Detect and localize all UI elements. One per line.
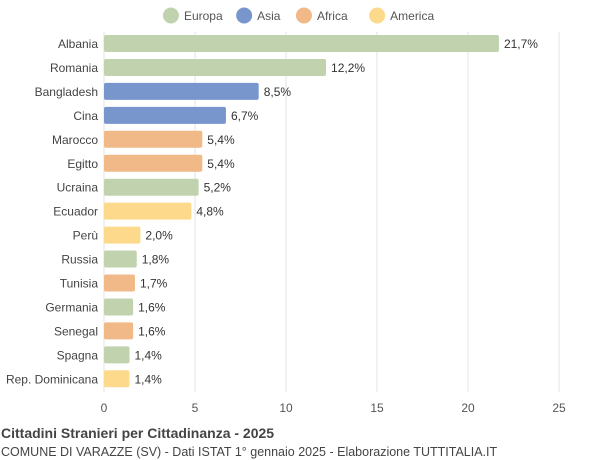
value-labels: 21,7% 12,2% 8,5% 6,7% 5,4% 5,4% 5,2% 4,8% 2,0% 1,… (134, 37, 538, 386)
legend-item-asia: Asia (236, 7, 281, 24)
value-label: 5,4% (207, 133, 235, 147)
value-label: 5,2% (204, 181, 232, 195)
legend-item-america: America (369, 7, 434, 24)
bar-egitto (104, 154, 203, 172)
category-label: Egitto (67, 157, 98, 171)
category-label: Germania (45, 300, 98, 314)
category-label: Spagna (57, 348, 99, 362)
value-label: 1,6% (138, 324, 166, 338)
value-label: 12,2% (331, 61, 365, 75)
legend-label: Asia (257, 9, 281, 23)
x-tick-label: 20 (461, 401, 475, 415)
bar-marocco (104, 130, 203, 148)
value-label: 1,6% (138, 300, 166, 314)
value-label: 21,7% (504, 37, 538, 51)
bar-bangladesh (104, 82, 259, 100)
legend-swatch (369, 7, 386, 24)
category-label: Ucraina (57, 181, 99, 195)
legend-item-africa: Africa (295, 7, 348, 24)
legend-label: Africa (317, 9, 348, 23)
legend-label: Europa (184, 9, 223, 23)
value-label: 6,7% (231, 109, 259, 123)
chart-subtitle: COMUNE DI VARAZZE (SV) - Dati ISTAT 1° g… (1, 445, 498, 459)
bar-germania (104, 298, 134, 316)
bar-spagna (104, 346, 130, 364)
value-label: 1,4% (134, 372, 162, 386)
value-label: 1,8% (142, 253, 170, 267)
category-label: Tunisia (60, 277, 99, 291)
value-label: 1,4% (134, 348, 162, 362)
bar-ecuador (104, 202, 192, 220)
value-label: 2,0% (145, 229, 173, 243)
value-label: 8,5% (264, 85, 292, 99)
bar-chart: Europa Asia Africa America Albania Romania Ba… (6, 7, 566, 415)
category-labels: Albania Romania Bangladesh Cina Marocco Egitt… (6, 37, 98, 386)
bar-peru (104, 226, 141, 244)
bar-romania (104, 58, 327, 76)
x-tick-label: 10 (279, 401, 293, 415)
legend-swatch (162, 7, 179, 24)
bars (104, 35, 499, 388)
legend-swatch (295, 7, 312, 24)
category-label: Senegal (54, 324, 98, 338)
value-label: 1,7% (140, 277, 168, 291)
category-label: Marocco (52, 133, 98, 147)
legend-label: America (390, 9, 434, 23)
category-label: Rep. Dominicana (6, 372, 98, 386)
category-label: Romania (50, 61, 98, 75)
x-tick-label: 25 (552, 401, 566, 415)
bar-ucraina (104, 178, 199, 196)
legend: Europa Asia Africa America (162, 7, 434, 24)
bar-senegal (104, 322, 134, 340)
legend-swatch (236, 7, 253, 24)
category-label: Bangladesh (35, 85, 98, 99)
category-label: Albania (58, 37, 98, 51)
category-label: Perù (73, 229, 98, 243)
legend-item-europa: Europa (162, 7, 223, 24)
category-label: Russia (61, 253, 98, 267)
value-label: 5,4% (207, 157, 235, 171)
category-label: Ecuador (53, 205, 98, 219)
x-tick-label: 0 (101, 401, 108, 415)
bar-tunisia (104, 274, 135, 292)
bar-albania (104, 35, 499, 52)
category-label: Cina (73, 109, 98, 123)
bar-rep-dominicana (104, 370, 130, 388)
x-tick-label: 5 (192, 401, 199, 415)
chart-title: Cittadini Stranieri per Cittadinanza - 2… (1, 425, 275, 441)
bar-cina (104, 106, 226, 124)
bar-russia (104, 250, 137, 268)
value-label: 4,8% (196, 205, 224, 219)
x-axis-ticks: 0 5 10 15 20 25 (101, 401, 566, 415)
x-tick-label: 15 (370, 401, 384, 415)
